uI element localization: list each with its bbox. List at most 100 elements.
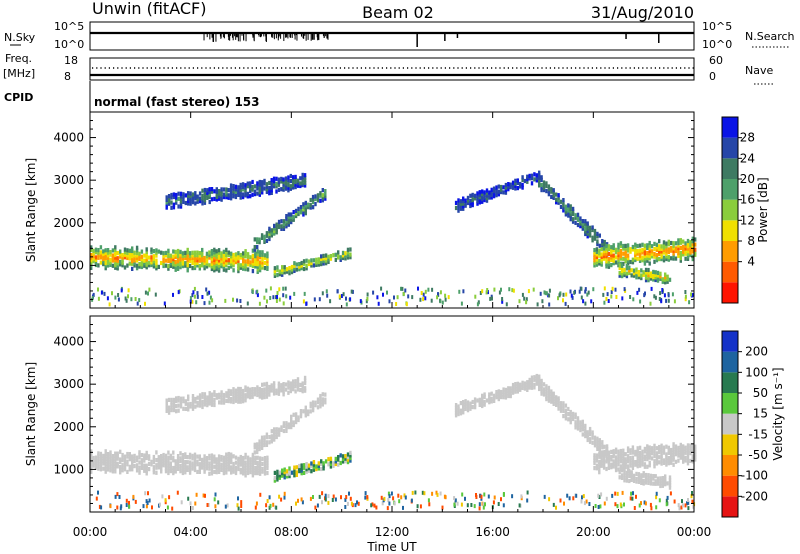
range-time-cell	[186, 250, 189, 255]
range-time-cell	[679, 447, 682, 453]
range-time-cell	[203, 187, 207, 193]
range-time-cell	[322, 261, 325, 266]
range-time-cell	[244, 259, 247, 264]
range-time-cell	[225, 460, 228, 465]
range-time-cell	[210, 266, 214, 272]
range-time-cell	[217, 467, 221, 472]
range-time-cell	[273, 223, 276, 228]
range-time-cell	[230, 470, 233, 475]
range-time-cell	[256, 259, 259, 264]
range-time-cell	[280, 427, 283, 432]
range-time-cell	[210, 458, 214, 463]
range-time-cell	[174, 469, 177, 474]
range-time-cell	[268, 236, 271, 242]
near-range-speck	[214, 492, 217, 497]
range-time-cell	[626, 243, 630, 248]
range-time-cell	[282, 389, 285, 394]
range-time-cell	[523, 384, 527, 389]
range-time-cell	[492, 189, 496, 194]
range-time-cell	[672, 457, 675, 462]
near-range-speck	[526, 490, 529, 495]
range-time-cell	[143, 463, 146, 468]
range-time-cell	[519, 387, 522, 392]
range-time-cell	[244, 254, 247, 259]
range-time-cell	[305, 469, 308, 474]
range-time-cell	[187, 394, 190, 399]
range-time-cell	[290, 417, 293, 422]
range-time-cell	[99, 462, 103, 467]
range-time-cell	[339, 255, 342, 260]
range-time-cell	[277, 224, 281, 230]
near-range-speck	[502, 503, 505, 508]
range-time-cell	[287, 385, 290, 390]
range-time-cell	[653, 453, 656, 459]
nave-label: Nave	[745, 64, 773, 77]
nave-tick-top: 60	[709, 54, 723, 67]
range-time-cell	[655, 461, 659, 466]
range-time-cell	[280, 388, 283, 393]
range-time-cell	[686, 238, 690, 244]
range-time-cell	[287, 175, 290, 180]
range-time-cell	[602, 249, 606, 254]
range-time-cell	[206, 190, 209, 195]
range-time-cell	[106, 467, 110, 472]
range-time-cell	[547, 189, 551, 194]
range-time-cell	[647, 475, 650, 480]
range-time-cell	[674, 444, 678, 449]
range-time-cell	[509, 394, 512, 399]
range-time-cell	[346, 457, 350, 462]
range-time-cell	[312, 467, 316, 472]
range-time-cell	[285, 423, 288, 428]
range-time-cell	[694, 237, 697, 242]
near-range-speck	[489, 296, 492, 301]
range-time-cell	[254, 251, 257, 256]
range-time-cell	[603, 449, 606, 454]
near-range-speck	[650, 506, 653, 511]
range-time-cell	[133, 263, 136, 268]
range-time-cell	[672, 241, 675, 246]
range-time-cell	[258, 392, 261, 397]
near-range-speck	[650, 286, 653, 291]
range-time-cell	[664, 482, 667, 487]
range-time-cell	[256, 442, 259, 447]
range-time-cell	[258, 469, 262, 474]
range-time-cell	[598, 258, 601, 263]
near-range-speck	[392, 496, 395, 501]
range-time-cell	[296, 379, 300, 384]
range-time-cell	[169, 261, 172, 266]
range-time-cell	[334, 459, 337, 464]
range-time-cell	[603, 242, 606, 247]
range-time-cell	[261, 187, 264, 192]
range-time-cell	[659, 478, 662, 483]
range-time-cell	[232, 397, 235, 402]
range-time-cell	[258, 389, 261, 394]
range-time-cell	[193, 250, 197, 255]
range-time-cell	[182, 192, 185, 197]
near-range-speck	[692, 292, 695, 297]
y-tick-label: 1000	[53, 258, 84, 272]
range-time-cell	[150, 262, 153, 268]
range-time-cell	[145, 265, 148, 270]
range-time-cell	[258, 240, 261, 245]
range-time-cell	[660, 249, 663, 254]
range-time-cell	[586, 223, 589, 229]
range-time-cell	[181, 261, 185, 266]
near-range-speck	[251, 290, 254, 294]
near-range-speck	[599, 504, 602, 509]
near-range-speck	[191, 506, 194, 510]
range-time-cell	[131, 467, 134, 472]
range-time-cell	[280, 383, 283, 388]
range-time-cell	[481, 197, 484, 202]
range-time-cell	[495, 390, 498, 395]
range-time-cell	[203, 462, 206, 467]
range-time-cell	[339, 460, 342, 466]
range-time-cell	[138, 455, 141, 460]
range-time-cell	[282, 392, 285, 397]
range-time-cell	[672, 246, 675, 251]
near-range-speck	[606, 292, 609, 297]
near-range-speck	[366, 495, 369, 500]
range-time-cell	[254, 471, 257, 476]
range-time-cell	[661, 476, 664, 481]
near-range-speck	[439, 491, 442, 496]
range-time-cell	[314, 400, 317, 405]
